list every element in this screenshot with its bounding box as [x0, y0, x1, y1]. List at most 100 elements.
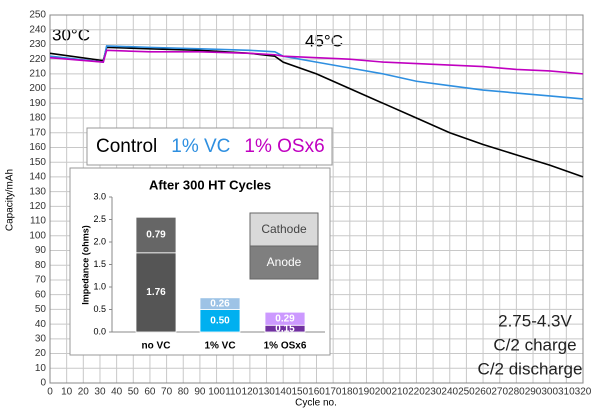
y-tick-label: 2.5 [93, 214, 106, 224]
value-label: 0.15 [275, 323, 295, 334]
x-tick-label: 260 [475, 387, 492, 398]
legend-entry: 1% OSx6 [244, 136, 324, 157]
legend-entry: Cathode [261, 222, 307, 236]
x-tick-label: 140 [275, 387, 292, 398]
x-tick-label: 320 [575, 387, 592, 398]
legend-entry: Anode [267, 255, 302, 269]
y-tick-label: 60 [35, 289, 47, 300]
series-line [49, 45, 584, 100]
x-tick-label: 270 [491, 387, 508, 398]
x-tick-label: 40 [111, 387, 123, 398]
y-axis-label: Capacity/mAh [5, 169, 16, 231]
x-tick-label: no VC [142, 341, 171, 352]
legend-entry: Control [96, 136, 157, 157]
x-tick-label: 170 [325, 387, 342, 398]
x-tick-label: 1% OSx6 [264, 341, 307, 352]
y-tick-label: 120 [29, 201, 46, 212]
y-tick-label: 0.0 [93, 326, 106, 336]
value-label: 0.50 [210, 315, 230, 326]
y-tick-label: 3.0 [93, 191, 106, 201]
y-tick-label: 100 [29, 230, 46, 241]
x-tick-label: 230 [425, 387, 442, 398]
x-tick-label: 160 [308, 387, 325, 398]
bar-segment [199, 297, 241, 310]
y-tick-label: 220 [29, 54, 46, 65]
annotation: C/2 charge [493, 335, 576, 354]
x-tick-label: 120 [242, 387, 259, 398]
x-tick-label: 280 [508, 387, 525, 398]
y-tick-label: 2.0 [93, 236, 106, 246]
x-tick-label: 250 [458, 387, 475, 398]
bar-segment [135, 252, 177, 333]
x-tick-label: 150 [292, 387, 309, 398]
series-line [49, 49, 584, 75]
x-tick-label: 20 [78, 387, 90, 398]
y-tick-label: 10 [35, 363, 47, 374]
y-tick-label: 170 [29, 127, 46, 138]
x-tick-label: 220 [408, 387, 425, 398]
legend-swatch [249, 212, 319, 247]
x-tick-label: 50 [128, 387, 140, 398]
inset-title: After 300 HT Cycles [149, 177, 271, 192]
legend-swatch [249, 245, 319, 280]
annotation: 30°C [52, 25, 90, 44]
x-tick-label: 100 [208, 387, 225, 398]
y-tick-label: 140 [29, 172, 46, 183]
y-axis-label: Impedance (ohms) [80, 225, 90, 305]
annotation: C/2 discharge [478, 359, 583, 378]
y-tick-label: 20 [35, 348, 47, 359]
y-tick-label: 210 [29, 69, 46, 80]
series-line [49, 46, 584, 178]
y-tick-label: 90 [35, 245, 47, 256]
value-label: 0.79 [146, 230, 166, 241]
x-tick-label: 10 [61, 387, 73, 398]
y-tick-label: 80 [35, 260, 47, 271]
y-tick-label: 50 [35, 304, 47, 315]
x-tick-label: 0 [47, 387, 53, 398]
x-tick-label: 200 [375, 387, 392, 398]
x-axis-label: Cycle no. [295, 398, 337, 409]
x-tick-label: 110 [225, 387, 241, 398]
value-label: 0.26 [210, 298, 230, 309]
x-tick-label: 30 [94, 387, 106, 398]
bar-segment [135, 216, 177, 254]
y-tick-label: 230 [29, 39, 46, 50]
value-label: 1.76 [146, 287, 166, 298]
y-tick-label: 1.0 [93, 281, 106, 291]
y-tick-label: 250 [29, 10, 46, 21]
x-tick-label: 1% VC [204, 341, 235, 352]
legend-entry: 1% VC [171, 136, 230, 157]
x-tick-label: 90 [194, 387, 206, 398]
annotation: 45°C [305, 31, 343, 50]
x-tick-label: 240 [441, 387, 458, 398]
x-tick-label: 190 [358, 387, 375, 398]
x-tick-label: 180 [341, 387, 358, 398]
annotation: 2.75-4.3V [498, 311, 572, 330]
x-tick-label: 80 [178, 387, 190, 398]
y-tick-label: 130 [29, 186, 46, 197]
y-tick-label: 110 [30, 216, 46, 227]
value-label: 0.29 [275, 313, 295, 324]
y-tick-label: 160 [29, 142, 46, 153]
y-tick-label: 0 [40, 378, 46, 389]
x-tick-label: 300 [541, 387, 558, 398]
x-tick-label: 130 [258, 387, 275, 398]
x-tick-label: 60 [144, 387, 156, 398]
x-tick-label: 310 [558, 387, 575, 398]
y-tick-label: 180 [29, 113, 46, 124]
y-tick-label: 190 [29, 98, 46, 109]
y-tick-label: 40 [35, 319, 47, 330]
x-tick-label: 290 [525, 387, 542, 398]
x-tick-label: 70 [161, 387, 173, 398]
y-tick-label: 240 [29, 24, 46, 35]
legend [86, 127, 333, 166]
bar-segment [264, 311, 306, 326]
x-tick-label: 210 [391, 387, 408, 398]
y-tick-label: 70 [35, 275, 47, 286]
y-tick-label: 150 [29, 157, 46, 168]
plot-frame [49, 14, 584, 384]
y-tick-label: 200 [29, 83, 46, 94]
y-tick-label: 0.5 [93, 304, 106, 314]
y-tick-label: 30 [35, 333, 47, 344]
